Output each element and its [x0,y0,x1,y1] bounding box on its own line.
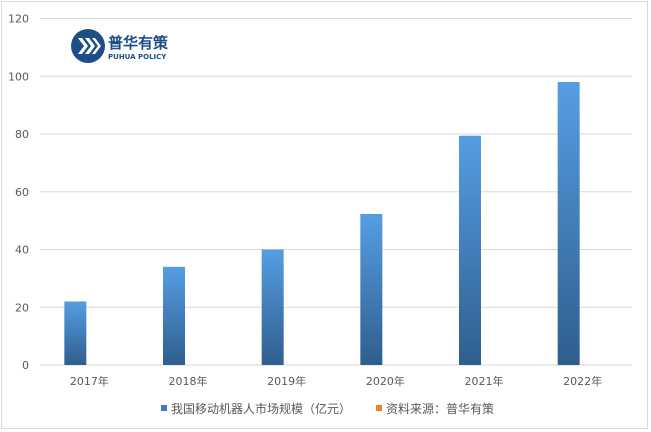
legend-label-source: 资料来源：普华有策 [386,402,494,416]
x-tick-label: 2018年 [169,374,208,388]
logo-text: 普华有策 [108,34,169,52]
x-tick-label: 2017年 [70,374,109,388]
y-tick-label: 60 [15,186,29,199]
bar-2017年 [64,301,87,365]
x-tick-label: 2021年 [465,374,504,388]
y-tick-label: 0 [22,359,29,372]
y-tick-label: 40 [15,244,29,257]
x-tick-label: 2022年 [563,374,602,388]
x-tick-label: 2019年 [267,374,306,388]
legend-swatch-market-size [161,405,167,411]
legend-swatch-source [376,405,382,411]
x-tick-label: 2020年 [366,374,405,388]
bar-2021年 [459,135,481,365]
puhua-watermark-logo: 普华有策 PUHUA POLICY [70,28,200,64]
bar-2019年 [261,249,284,365]
legend-label-market-size: 我国移动机器人市场规模（亿元） [171,401,351,416]
y-tick-label: 120 [8,13,29,26]
y-tick-label: 100 [8,70,29,83]
logo-subtext: PUHUA POLICY [108,53,167,61]
y-tick-label: 80 [15,128,29,141]
bar-2020年 [360,213,383,365]
bar-2022年 [557,82,580,366]
legend: 我国移动机器人市场规模（亿元） 资料来源：普华有策 [161,401,494,416]
bar-2018年 [163,266,185,365]
y-tick-label: 20 [15,301,29,314]
